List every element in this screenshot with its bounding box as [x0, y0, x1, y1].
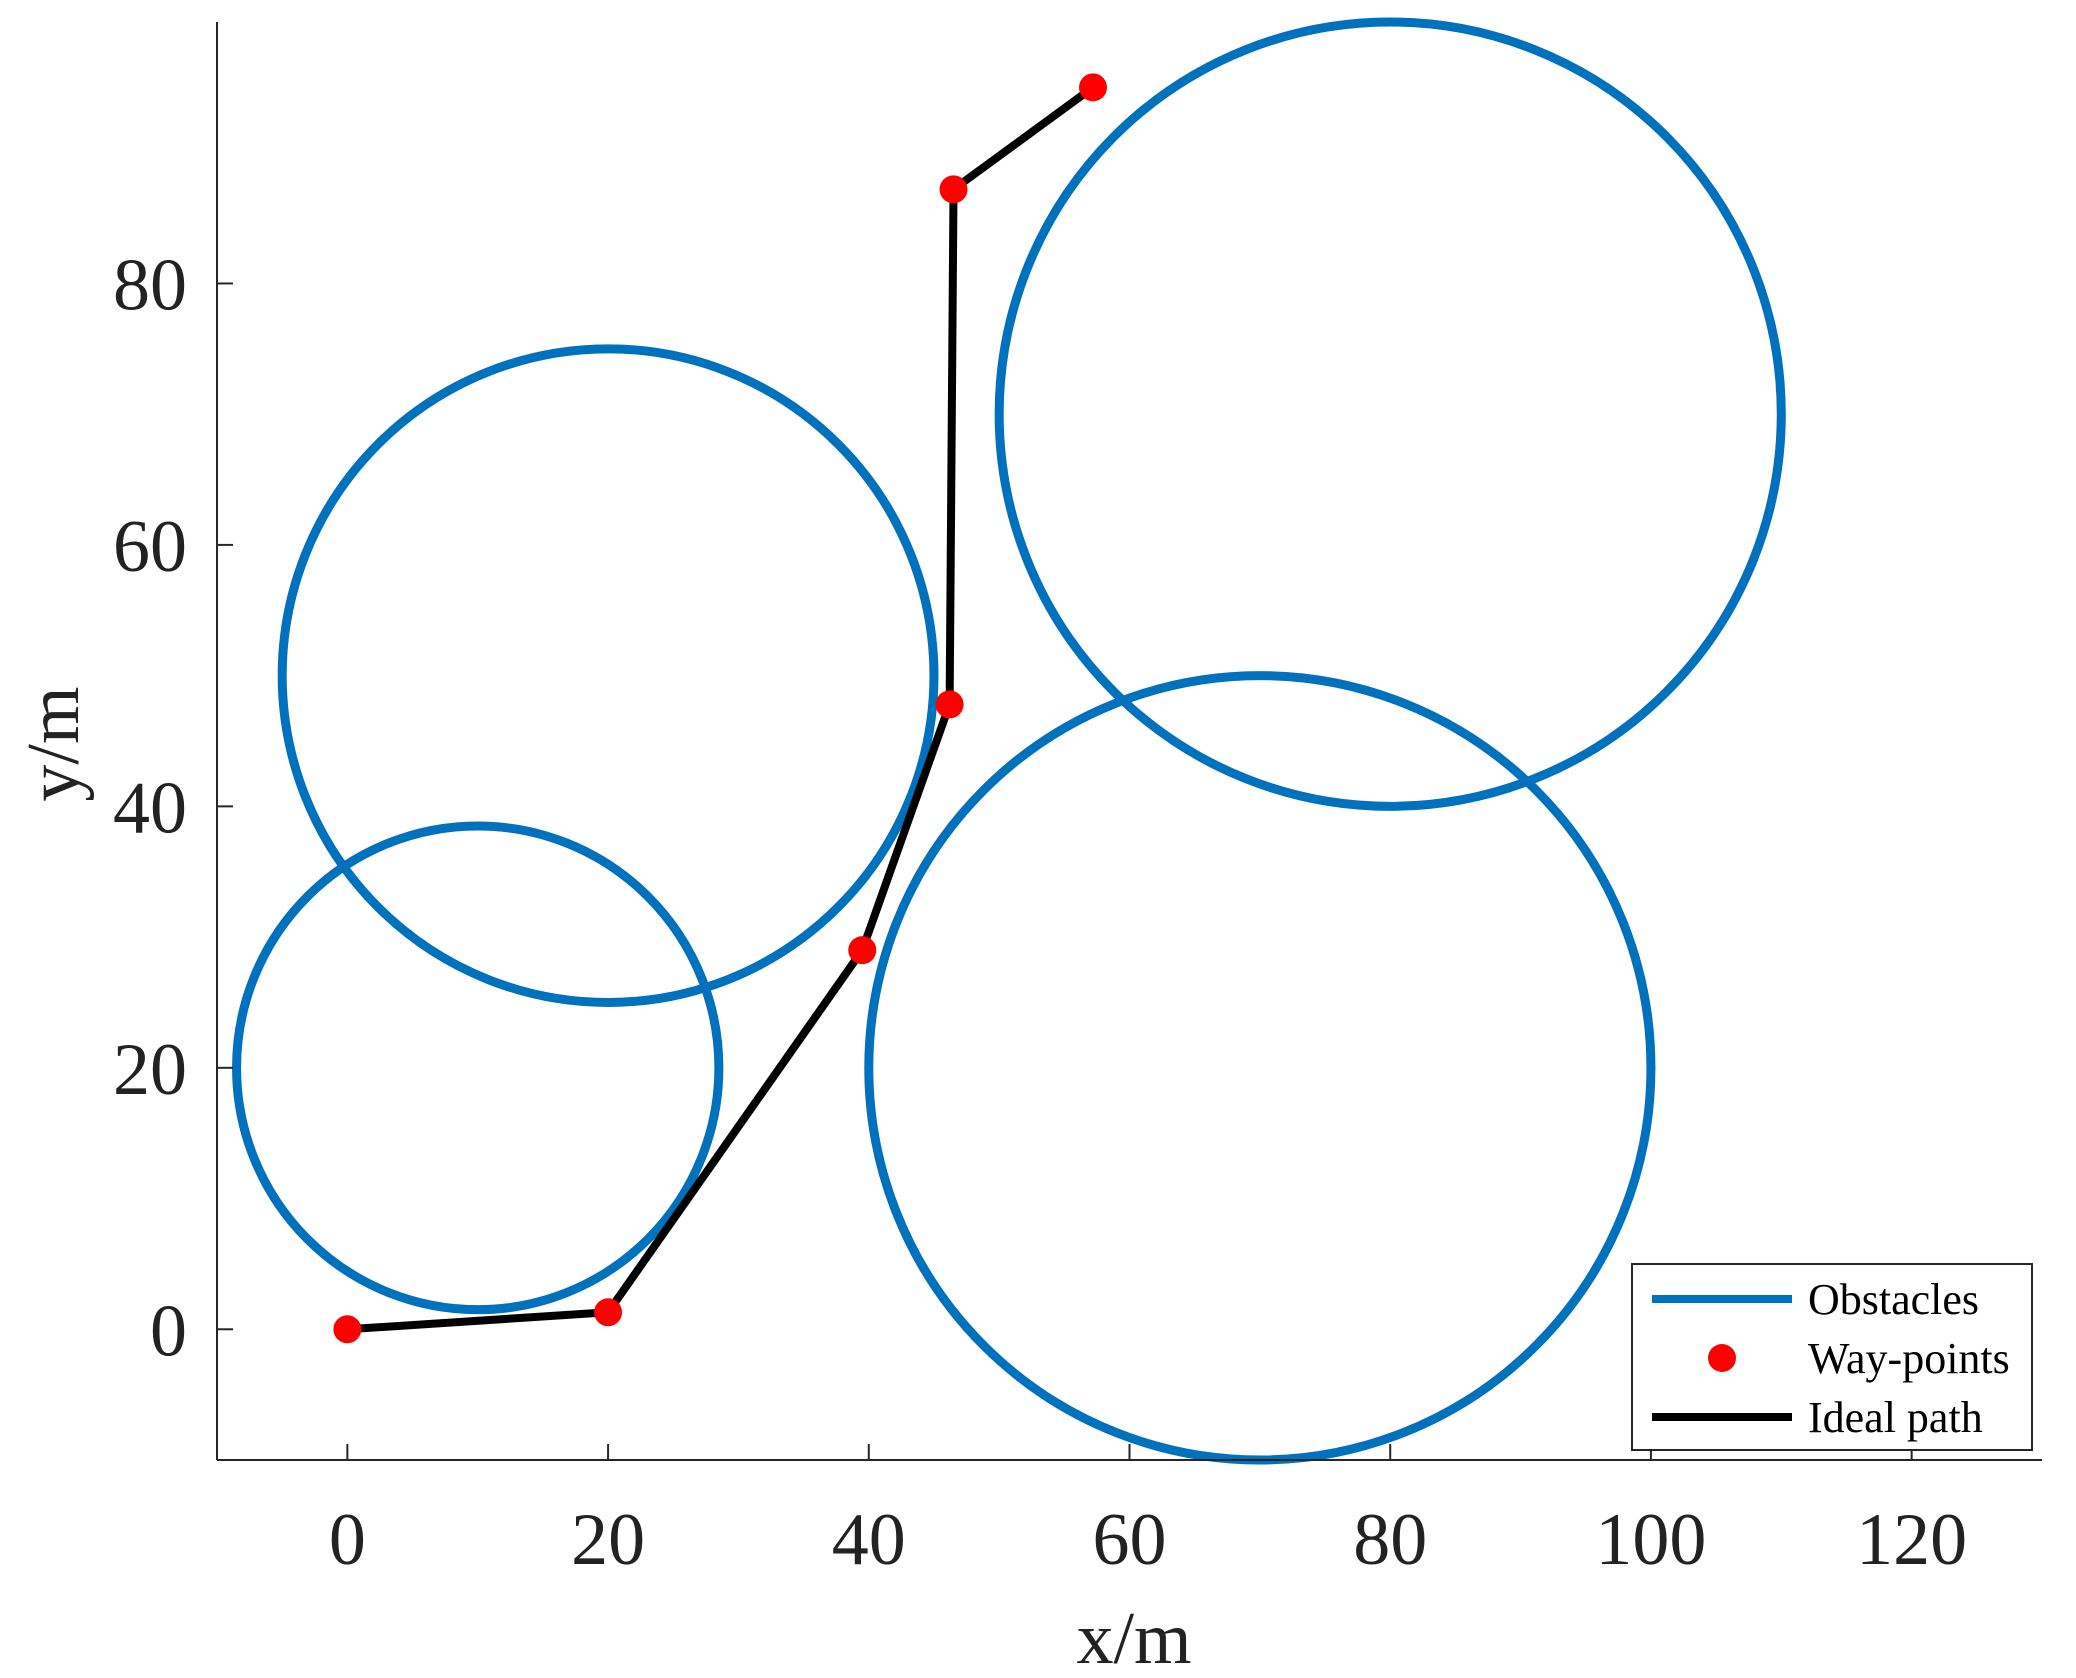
- waypoint-4: [935, 690, 964, 719]
- waypoint-2: [594, 1298, 623, 1327]
- x-axis-label: x/m: [1076, 1598, 1191, 1678]
- obstacle-circle-3: [864, 671, 1656, 1465]
- x-tick-label: 120: [1856, 1499, 1967, 1581]
- y-tick-label: 80: [113, 244, 187, 326]
- axes: 0 20 40 60 80 100 120 0 20 40 60 80: [113, 22, 2042, 1581]
- x-tick-label: 40: [832, 1499, 906, 1581]
- waypoint-5: [939, 175, 968, 204]
- legend-label: Obstacles: [1808, 1275, 1979, 1324]
- waypoint-3: [848, 936, 877, 965]
- ideal-path-layer: [347, 84, 1096, 1334]
- y-axis-label: y/m: [13, 686, 95, 801]
- legend-label: Ideal path: [1808, 1393, 1983, 1442]
- x-tick-label: 60: [1093, 1499, 1167, 1581]
- x-tick-label: 80: [1353, 1499, 1427, 1581]
- legend-label: Way-points: [1808, 1334, 2010, 1383]
- obstacle-circle-1: [232, 821, 724, 1315]
- ideal-path-line: [347, 84, 1096, 1334]
- x-tick-label: 100: [1595, 1499, 1706, 1581]
- obstacle-circle-4: [994, 17, 1786, 811]
- x-tick-label: 20: [571, 1499, 645, 1581]
- obstacle-circle-2: [277, 344, 939, 1007]
- obstacles-layer: [232, 17, 1786, 1465]
- y-tick-label: 60: [113, 506, 187, 588]
- y-tick-label: 20: [113, 1029, 187, 1111]
- y-tick-label: 40: [113, 767, 187, 849]
- y-tick-label: 0: [150, 1290, 187, 1372]
- waypoint-6: [1079, 73, 1107, 102]
- legend: Obstacles Way-points Ideal path: [1631, 1263, 2033, 1451]
- x-tick-label: 0: [329, 1499, 366, 1581]
- legend-waypoints-swatch: [1708, 1344, 1736, 1372]
- waypoints-layer: [333, 73, 1107, 1344]
- waypoint-1: [333, 1315, 362, 1344]
